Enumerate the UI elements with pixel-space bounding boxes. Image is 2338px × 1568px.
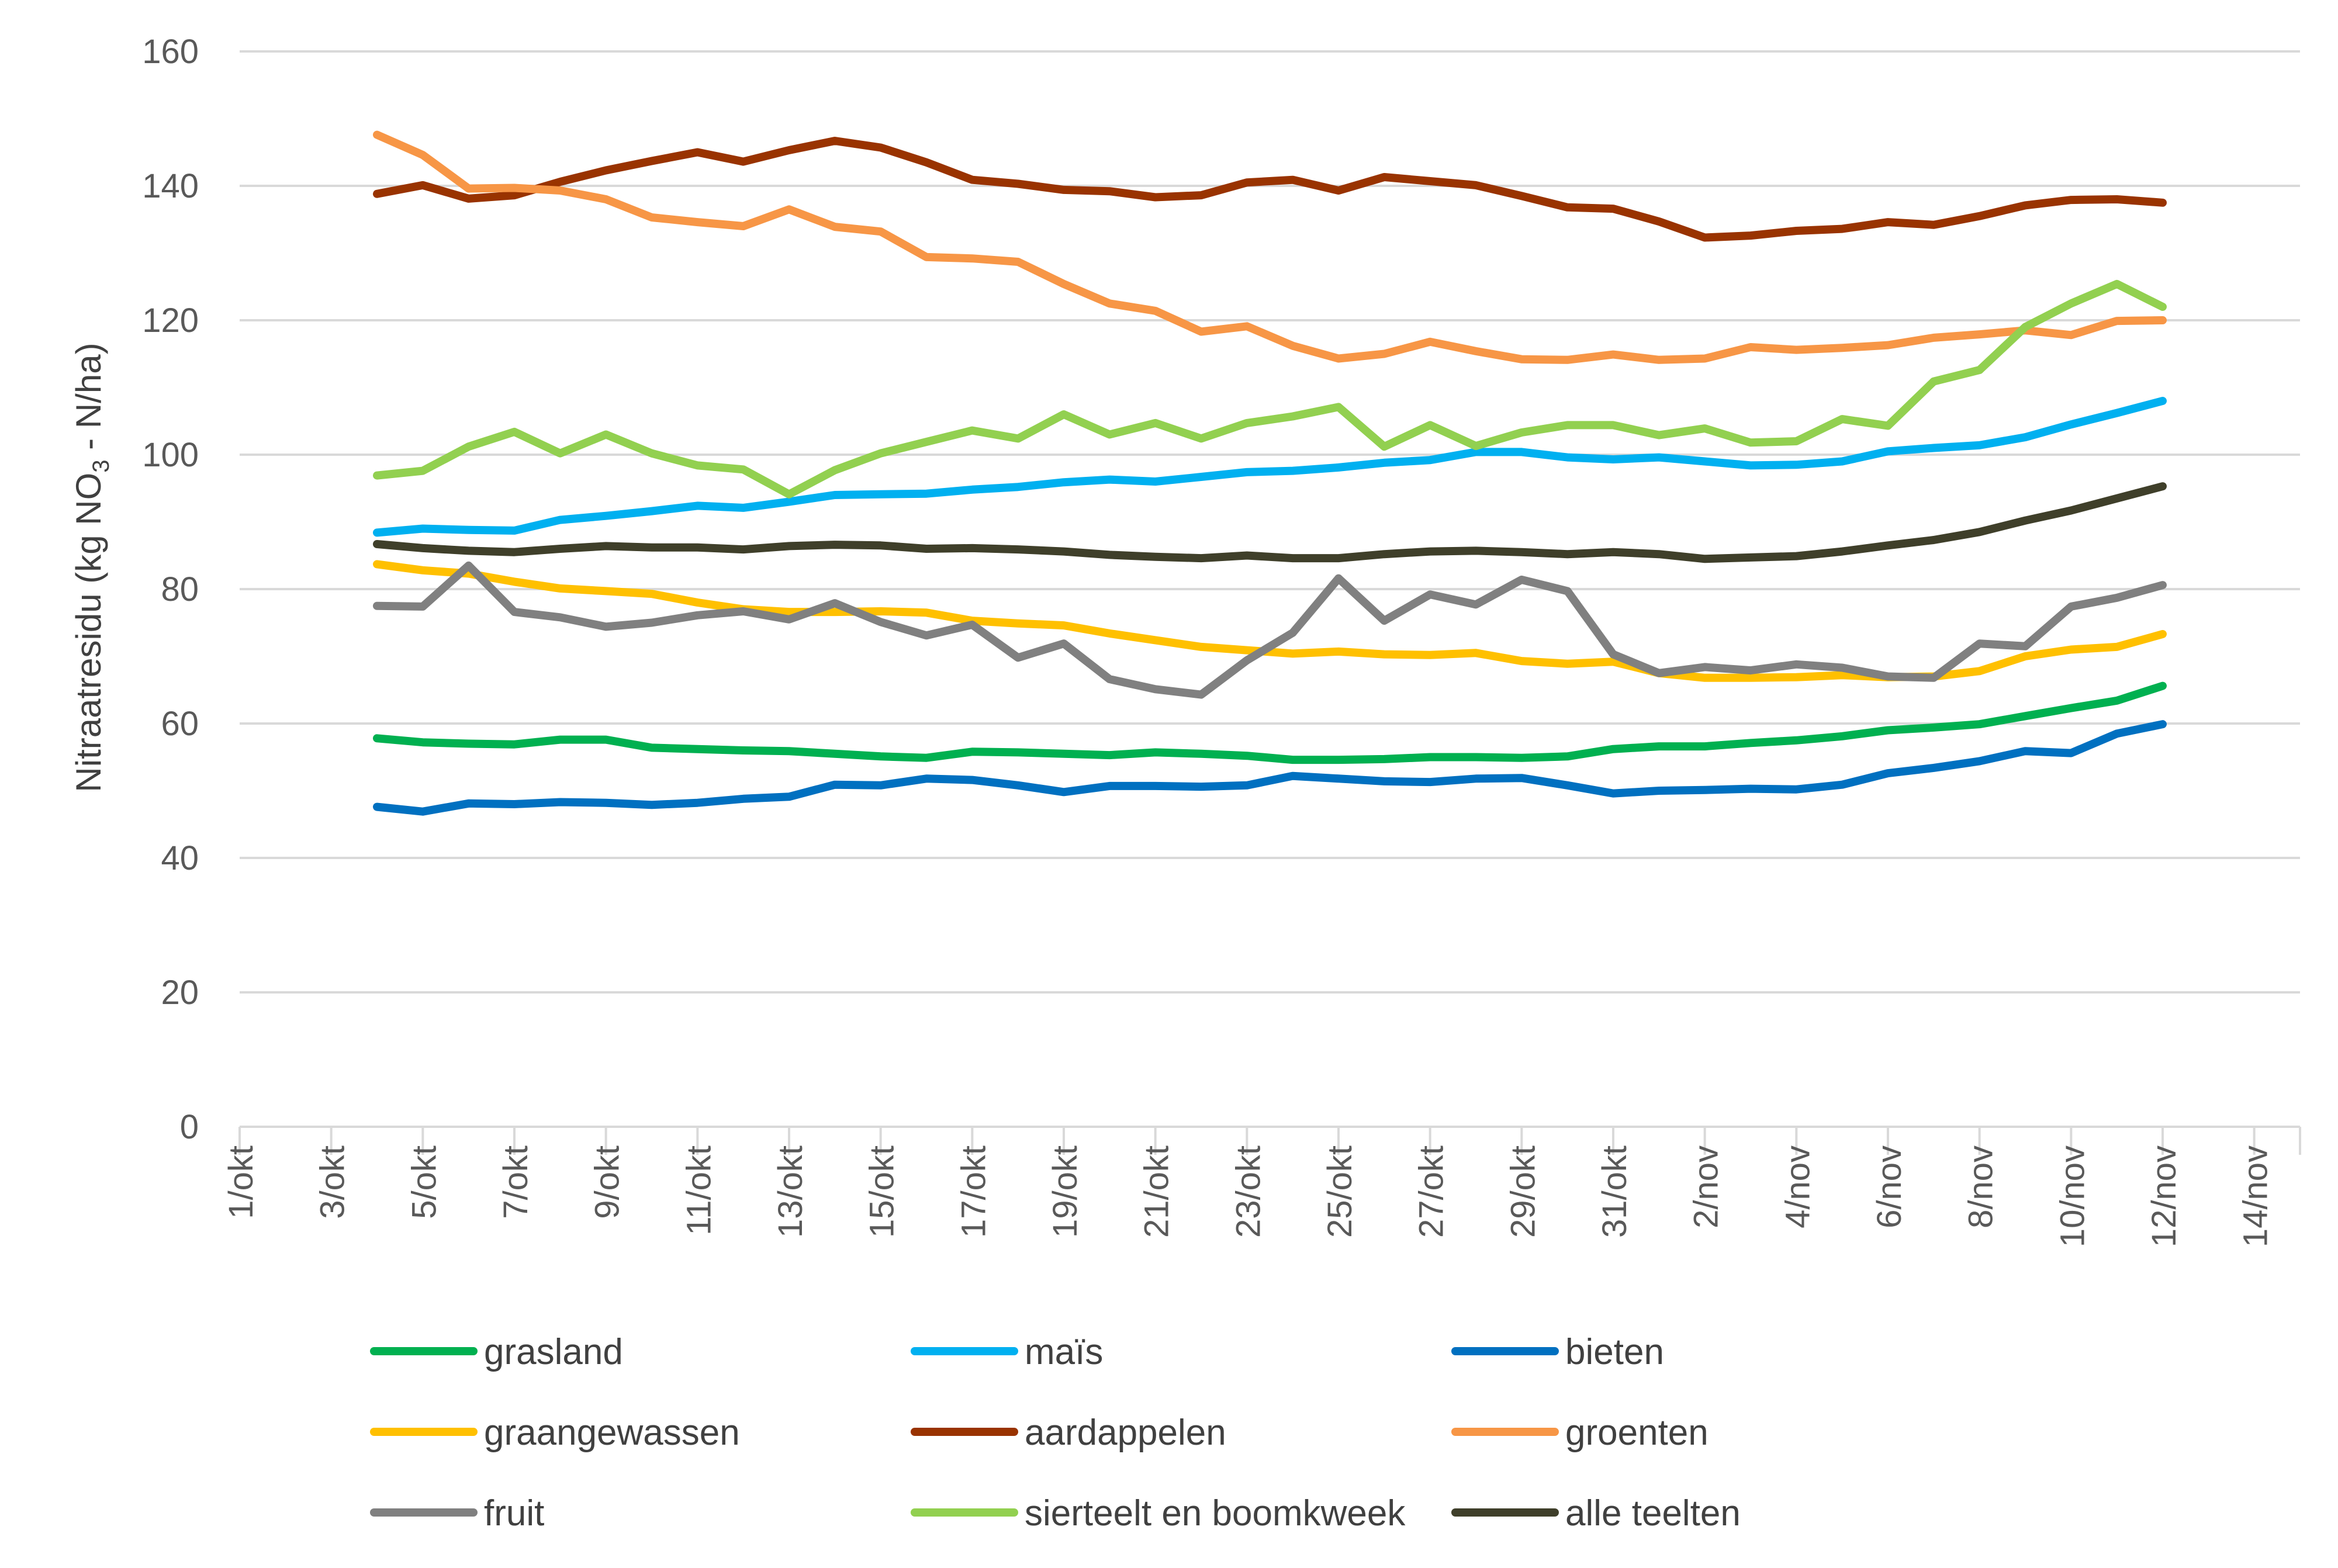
y-axis-label: Nitraatresidu (kg NO3 - N/ha) bbox=[69, 342, 114, 792]
x-tick-label: 2/nov bbox=[1687, 1145, 1725, 1228]
legend-label: fruit bbox=[484, 1493, 544, 1534]
x-axis bbox=[238, 1126, 2301, 1155]
x-tick-label: 13/okt bbox=[772, 1145, 810, 1238]
legend-label: sierteelt en boomkweek bbox=[1025, 1493, 1406, 1534]
x-tick-label: 1/okt bbox=[222, 1145, 260, 1219]
x-tick-label: 21/okt bbox=[1138, 1145, 1176, 1238]
legend-label: bieten bbox=[1565, 1332, 1664, 1372]
x-tick-label: 19/okt bbox=[1046, 1145, 1084, 1238]
x-tick-label: 17/okt bbox=[954, 1145, 992, 1238]
x-tick-label: 23/okt bbox=[1229, 1145, 1267, 1238]
x-tick-label: 15/okt bbox=[863, 1145, 901, 1238]
legend-label: groenten bbox=[1565, 1413, 1708, 1453]
x-tick-label: 12/nov bbox=[2145, 1145, 2183, 1247]
x-tick-label: 3/okt bbox=[314, 1145, 352, 1219]
legend-label: maïs bbox=[1025, 1332, 1103, 1372]
series-line-grasland bbox=[373, 681, 2167, 764]
y-tick-label: 140 bbox=[142, 167, 199, 205]
y-tick-label: 80 bbox=[161, 570, 199, 608]
y-tick-label: 0 bbox=[180, 1108, 199, 1146]
series-line-fruit bbox=[373, 561, 2167, 699]
x-tick-label: 4/nov bbox=[1779, 1145, 1817, 1228]
y-tick-label: 40 bbox=[161, 839, 199, 877]
x-tick-label: 7/okt bbox=[497, 1145, 535, 1219]
x-tick-label: 6/nov bbox=[1870, 1145, 1908, 1228]
x-tick-label: 8/nov bbox=[1962, 1145, 2000, 1228]
x-tick-label: 9/okt bbox=[589, 1145, 627, 1219]
legend: grasland maïs bieten graangewassen aardappel… bbox=[370, 1332, 1741, 1534]
x-tick-label: 5/okt bbox=[405, 1145, 443, 1219]
legend-label: graangewassen bbox=[484, 1413, 740, 1453]
y-axis-tick-labels: 0 20 40 60 80 100 120 140 160 bbox=[142, 33, 199, 1146]
series-line-sierteelt-en-boomkweek bbox=[373, 279, 2167, 499]
y-tick-label: 20 bbox=[161, 974, 199, 1012]
x-tick-label: 10/nov bbox=[2053, 1145, 2091, 1247]
x-tick-label: 27/okt bbox=[1413, 1145, 1451, 1238]
series-line-groenten bbox=[373, 130, 2167, 364]
x-tick-label: 29/okt bbox=[1504, 1145, 1542, 1238]
y-tick-label: 120 bbox=[142, 302, 199, 340]
x-axis-tick-labels: 1/okt 3/okt 5/okt 7/okt 9/okt 11/okt 13/okt 15/… bbox=[222, 1145, 2275, 1247]
series-line-aardappelen bbox=[373, 137, 2167, 242]
x-tick-label: 11/okt bbox=[680, 1145, 718, 1235]
x-tick-label: 25/okt bbox=[1321, 1145, 1359, 1238]
series-lines bbox=[373, 130, 2167, 816]
series-line-bieten bbox=[373, 720, 2167, 816]
legend-label: grasland bbox=[484, 1332, 623, 1372]
y-tick-label: 160 bbox=[142, 33, 199, 71]
series-line-alle-teelten bbox=[373, 482, 2167, 563]
x-tick-label: 31/okt bbox=[1596, 1145, 1634, 1238]
series-line-maïs bbox=[373, 397, 2167, 537]
legend-label: alle teelten bbox=[1565, 1493, 1741, 1534]
x-tick-label: 14/nov bbox=[2237, 1145, 2275, 1247]
y-tick-label: 100 bbox=[142, 436, 199, 474]
y-tick-label: 60 bbox=[161, 705, 199, 743]
legend-label: aardappelen bbox=[1025, 1413, 1226, 1453]
